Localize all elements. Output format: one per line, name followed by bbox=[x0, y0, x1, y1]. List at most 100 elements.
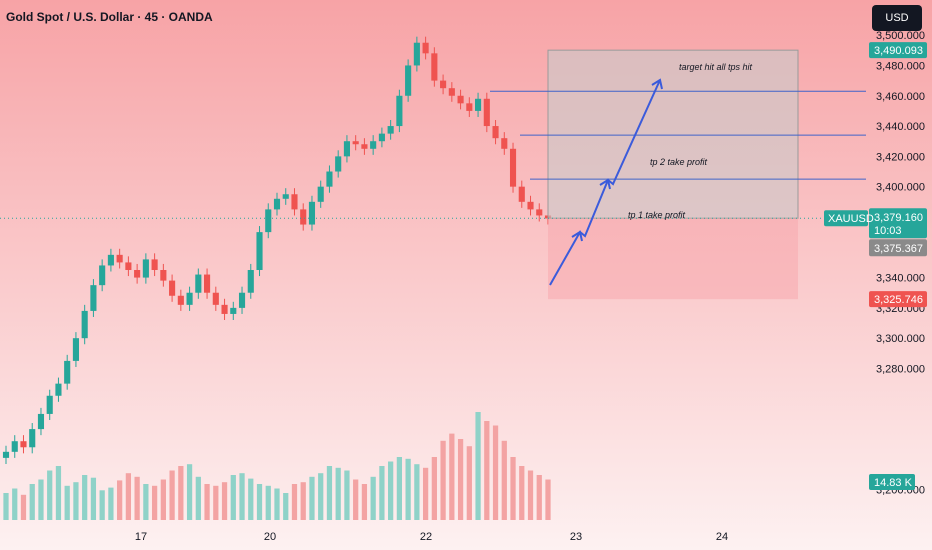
candle bbox=[405, 65, 412, 96]
candle bbox=[230, 307, 237, 314]
volume-bar bbox=[169, 470, 175, 520]
candle bbox=[317, 186, 324, 202]
candle bbox=[536, 209, 543, 216]
candle bbox=[107, 254, 114, 266]
volume-bar bbox=[527, 470, 534, 520]
candle bbox=[282, 194, 289, 199]
arrow-head bbox=[571, 230, 583, 242]
volume-bar bbox=[457, 439, 464, 520]
candle bbox=[212, 292, 219, 305]
volume-bar bbox=[405, 458, 411, 520]
candle bbox=[160, 270, 167, 281]
candle bbox=[90, 285, 97, 311]
candle bbox=[422, 42, 429, 54]
volume-bar bbox=[309, 476, 315, 520]
candle bbox=[247, 270, 254, 293]
entry-price-label: 3,375.367 bbox=[874, 243, 923, 255]
candle bbox=[448, 88, 455, 96]
target-zone bbox=[547, 49, 799, 219]
volume-bar bbox=[125, 473, 132, 520]
chart-title: Gold Spot / U.S. Dollar · 45 · OANDA bbox=[6, 10, 213, 24]
stop-zone bbox=[548, 218, 798, 300]
volume-bar bbox=[256, 484, 263, 520]
y-tick-label: 3,300.000 bbox=[876, 333, 925, 345]
candle bbox=[352, 141, 359, 145]
volume-bar bbox=[466, 446, 472, 520]
volume-bar bbox=[379, 466, 385, 520]
volume-bar bbox=[344, 470, 350, 520]
x-tick-label: 22 bbox=[420, 531, 432, 543]
volume-bar bbox=[536, 475, 542, 520]
x-tick-label: 20 bbox=[264, 531, 276, 543]
candle bbox=[55, 383, 62, 396]
volume-bar bbox=[134, 476, 140, 520]
candle bbox=[518, 186, 525, 202]
annotation-text: target hit all tps hit bbox=[679, 62, 753, 72]
candle bbox=[64, 360, 71, 384]
volume-bar bbox=[449, 433, 455, 520]
volume-bar bbox=[283, 493, 289, 520]
candle bbox=[483, 98, 490, 127]
candle bbox=[195, 274, 202, 293]
candle bbox=[142, 259, 149, 278]
volume-bar bbox=[82, 475, 88, 520]
arrow-head bbox=[599, 178, 611, 190]
candle bbox=[361, 144, 368, 149]
candle bbox=[335, 156, 342, 172]
x-tick-label: 17 bbox=[135, 531, 147, 543]
candle bbox=[492, 126, 499, 139]
y-tick-label: 3,440.000 bbox=[876, 121, 925, 133]
candle bbox=[99, 265, 106, 286]
volume-bar bbox=[90, 477, 97, 520]
candle bbox=[204, 274, 211, 293]
candle bbox=[396, 95, 403, 127]
volume-bar bbox=[422, 467, 429, 520]
volume-bar bbox=[291, 484, 298, 520]
target-price-label-bg bbox=[869, 42, 927, 59]
symbol-label-bg bbox=[824, 210, 868, 227]
volume-bar bbox=[38, 479, 44, 520]
candle bbox=[378, 133, 385, 142]
volume-bar bbox=[47, 470, 53, 520]
candle bbox=[466, 103, 473, 111]
volume-bar bbox=[12, 488, 18, 520]
volume-bar bbox=[326, 466, 333, 520]
candle bbox=[238, 292, 246, 308]
volume-bar bbox=[73, 482, 79, 520]
volume-bar bbox=[29, 484, 35, 520]
candle bbox=[29, 429, 36, 448]
stop-price-label: 3,325.746 bbox=[874, 294, 923, 306]
volume-bar bbox=[431, 457, 437, 520]
volume-bar bbox=[239, 473, 245, 520]
symbol-label: XAUUSD bbox=[828, 213, 874, 225]
volume-bar bbox=[396, 457, 403, 520]
y-tick-label: 3,340.000 bbox=[876, 273, 925, 285]
volume-bar bbox=[55, 466, 62, 520]
candle bbox=[116, 254, 123, 263]
candle bbox=[527, 201, 534, 210]
volume-bar bbox=[274, 488, 280, 520]
candle bbox=[300, 209, 307, 225]
y-tick-label: 3,460.000 bbox=[876, 91, 925, 103]
volume-bar bbox=[265, 485, 271, 520]
candle bbox=[413, 42, 420, 66]
candle bbox=[291, 194, 298, 210]
target-price-label: 3,490.093 bbox=[874, 45, 923, 57]
candle bbox=[387, 126, 394, 134]
x-tick-label: 23 bbox=[570, 531, 582, 543]
volume-bar bbox=[248, 478, 254, 520]
candle bbox=[501, 138, 508, 149]
candle bbox=[20, 441, 27, 448]
volume-bar bbox=[117, 480, 123, 520]
volume-bar bbox=[230, 475, 236, 520]
y-tick-label: 3,500.000 bbox=[876, 30, 925, 42]
annotation-text: tp 1 take profit bbox=[628, 210, 686, 220]
volume-bar bbox=[213, 485, 219, 520]
currency-button[interactable]: USD bbox=[872, 5, 922, 31]
candle bbox=[125, 262, 132, 270]
volume-bar bbox=[300, 482, 306, 520]
candle bbox=[11, 441, 18, 452]
volume-bar bbox=[204, 484, 210, 520]
